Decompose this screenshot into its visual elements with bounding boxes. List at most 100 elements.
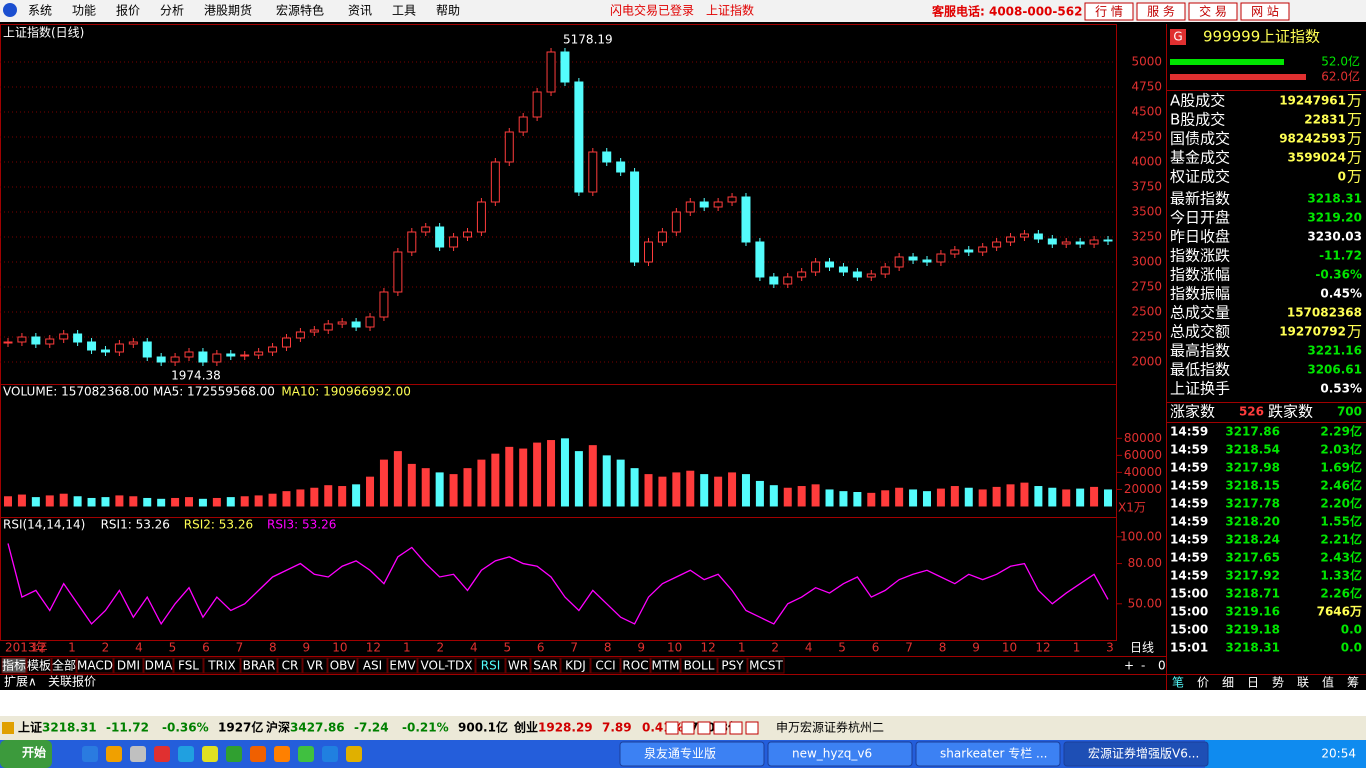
task-window[interactable] [619,741,765,767]
tab-label[interactable]: BRAR [243,659,276,673]
top-button-label[interactable]: 网 站 [1251,5,1279,19]
task-window-label[interactable]: sharkeater 专栏 ... [940,746,1048,761]
top-button-label[interactable]: 行 情 [1095,5,1123,19]
quick-launch-icon[interactable] [130,746,146,762]
tab-label[interactable]: VR [307,659,324,673]
top-button-label[interactable]: 交 易 [1199,4,1227,19]
tab[interactable] [620,657,651,674]
tab[interactable] [203,657,241,674]
tab-label[interactable]: EMV [389,659,416,673]
quick-launch-icon[interactable] [322,746,338,762]
tab-label[interactable]: MTM [651,659,679,673]
top-button[interactable] [1188,2,1238,21]
quick-launch-icon[interactable] [178,746,194,762]
quick-launch-icon[interactable] [82,746,98,762]
quick-launch-icon[interactable] [298,746,314,762]
tab[interactable] [417,657,476,674]
tab[interactable] [530,657,561,674]
zoom-button[interactable]: 0 [1158,659,1166,673]
tab[interactable] [475,657,506,674]
quote-tab[interactable]: 筹 [1347,676,1359,690]
quick-launch-icon[interactable] [226,746,242,762]
zoom-button[interactable]: + [1124,659,1134,673]
quote-tab[interactable]: 价 [1197,676,1209,690]
tab-label[interactable]: CR [282,659,299,673]
tab-label[interactable]: MCST [749,659,783,673]
tab-label[interactable]: 全部 [52,658,76,673]
task-window-label[interactable]: 宏源证券增强版V6... [1088,746,1199,761]
quote-tab[interactable]: 联 [1297,676,1309,690]
ext-tab[interactable]: 关联报价 [48,674,96,689]
top-button-label[interactable]: 服 务 [1147,4,1175,19]
tab[interactable] [51,657,77,674]
tab-label[interactable]: FSL [178,659,199,673]
start-label[interactable]: 开始 [22,745,46,760]
tab-label[interactable]: TRIX [207,659,235,673]
quick-launch-icon[interactable] [106,746,122,762]
quick-launch-icon[interactable] [274,746,290,762]
top-button[interactable] [1084,2,1134,21]
quick-launch-icon[interactable] [346,746,362,762]
tab-label[interactable]: DMI [117,659,140,673]
tab[interactable] [717,657,748,674]
menu-item[interactable]: 工具 [392,4,416,18]
tab[interactable] [173,657,204,674]
quick-launch-icon[interactable] [250,746,266,762]
tab-label[interactable]: ROC [622,659,648,673]
tab-label[interactable]: 模板 [27,659,51,673]
tab[interactable] [387,657,418,674]
quote-tab[interactable]: 日 [1247,676,1259,690]
tab[interactable] [26,657,52,674]
tab-label[interactable]: CCI [595,659,615,673]
tab-label[interactable]: 指标 [2,658,26,673]
menu-item[interactable]: 系统 [28,4,52,18]
menu-item[interactable]: 功能 [72,4,96,18]
tab-label[interactable]: OBV [330,659,356,673]
tab-label[interactable]: KDJ [565,659,586,673]
top-button[interactable] [1136,2,1186,21]
menu-item[interactable]: 宏源特色 [276,3,324,18]
tab[interactable] [357,657,388,674]
tab-label[interactable]: DMA [145,659,174,673]
tab[interactable] [505,657,531,674]
tab[interactable] [143,657,174,674]
ext-tab[interactable]: 扩展∧ [4,675,37,689]
menu-item[interactable]: 分析 [160,4,184,18]
quote-tab[interactable]: 笔 [1172,675,1184,690]
tab-label[interactable]: WR [508,659,528,673]
task-window[interactable] [1063,741,1209,767]
zoom-button[interactable]: - [1141,659,1145,673]
tab-label[interactable]: BOLL [684,659,715,673]
top-button[interactable] [1240,2,1290,21]
task-window-label[interactable]: 泉友通专业版 [644,746,716,761]
tab[interactable] [76,657,114,674]
start-button[interactable] [0,740,52,768]
tab-label[interactable]: MACD [77,659,113,673]
tab[interactable] [277,657,303,674]
menu-item[interactable]: 资讯 [348,4,372,18]
quick-launch-icon[interactable] [154,746,170,762]
menu-item[interactable]: 帮助 [436,4,460,18]
task-window[interactable] [767,741,913,767]
menu-item[interactable]: 报价 [116,3,140,18]
tab-label[interactable]: PSY [721,659,744,673]
quick-launch-icon[interactable] [202,746,218,762]
tab-label[interactable]: VOL-TDX [421,659,473,673]
tab-label[interactable]: SAR [533,659,557,673]
task-window-label[interactable]: new_hyzq_v6 [792,747,872,761]
tab[interactable] [747,657,785,674]
tab-label[interactable]: RSI [481,659,501,673]
quote-tab[interactable]: 值 [1322,675,1334,690]
quote-tab[interactable]: 势 [1272,676,1284,690]
tab[interactable] [302,657,328,674]
quote-tab[interactable]: 细 [1222,676,1234,690]
tab[interactable] [560,657,591,674]
tab[interactable] [1,657,27,674]
tab[interactable] [240,657,278,674]
menu-item[interactable]: 港股期货 [204,3,252,18]
tab[interactable] [680,657,718,674]
tab[interactable] [590,657,621,674]
tab-label[interactable]: ASI [363,659,382,673]
tab[interactable] [327,657,358,674]
tab[interactable] [650,657,681,674]
